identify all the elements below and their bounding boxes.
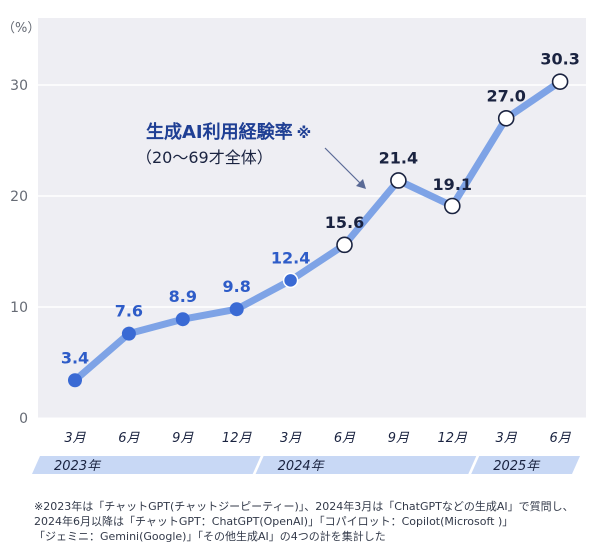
line-chart: 0 10 20 30 （%） 2023年 2024年 2025年 3月 6月 9月 12月 3月 6月 9月…	[2, 18, 586, 474]
year-band	[255, 456, 477, 474]
data-point	[121, 326, 136, 341]
x-tick-label: 12月	[222, 431, 253, 446]
x-tick-label: 3月	[280, 431, 302, 446]
data-point	[282, 272, 299, 289]
data-label: 12.4	[271, 248, 310, 267]
y-unit-label: （%）	[2, 21, 40, 36]
y-tick-label: 20	[10, 189, 28, 205]
data-point	[497, 110, 515, 127]
data-label: 19.1	[433, 175, 472, 194]
data-point	[336, 236, 353, 254]
data-point	[229, 302, 244, 317]
data-label: 3.4	[61, 348, 89, 367]
data-point	[551, 73, 569, 90]
x-tick-label: 3月	[64, 431, 86, 446]
footnote-line-2: 2024年6月以降は「チャットGPT：ChatGPT(OpenAI)」「コパイロ…	[34, 515, 514, 528]
data-label: 27.0	[486, 86, 525, 105]
year-label: 2023年	[54, 459, 102, 474]
annotation-arrowhead	[356, 179, 366, 189]
x-tick-label: 9月	[388, 431, 410, 446]
annotation-arrow	[324, 147, 363, 186]
year-band	[32, 456, 261, 474]
annotation-mark: ※	[297, 124, 312, 142]
data-label: 9.8	[223, 277, 251, 296]
footnote-line-1: ※2023年は「チャットGPT(チャットジーピーティー)」、2024年3月は「C…	[34, 500, 574, 513]
x-tick-label: 6月	[549, 431, 571, 446]
plot-background	[38, 18, 586, 418]
data-label: 8.9	[169, 287, 197, 306]
x-tick-label: 6月	[118, 431, 140, 446]
year-band	[471, 456, 580, 474]
series-line	[71, 78, 564, 384]
data-label: 7.6	[115, 302, 143, 321]
data-point	[175, 312, 190, 327]
x-tick-label: 9月	[172, 431, 194, 446]
y-tick-label: 0	[19, 411, 28, 427]
y-tick-label: 10	[10, 300, 28, 316]
annotation-subtitle: （20〜69才全体）	[136, 148, 273, 167]
x-tick-label: 12月	[438, 431, 469, 446]
y-tick-label: 30	[10, 78, 28, 94]
annotation-title-text: 生成AI利用経験率	[146, 121, 293, 143]
data-point	[68, 373, 82, 388]
year-label: 2025年	[493, 459, 541, 474]
annotation-title: 生成AI利用経験率 ※	[146, 121, 311, 143]
footnote: ※2023年は「チャットGPT(チャットジーピーティー)」、2024年3月は「C…	[34, 499, 596, 544]
x-tick-label: 3月	[496, 431, 518, 446]
data-label: 30.3	[540, 50, 579, 69]
year-label: 2024年	[278, 459, 326, 474]
data-label: 15.6	[325, 213, 364, 232]
x-tick-label: 6月	[334, 431, 356, 446]
data-point	[390, 172, 407, 189]
footnote-line-3: 「ジェミニ：Gemini(Google)」「その他生成AI」の4つの計を集計した	[34, 530, 386, 543]
data-label: 21.4	[379, 148, 418, 167]
data-point	[443, 197, 461, 215]
